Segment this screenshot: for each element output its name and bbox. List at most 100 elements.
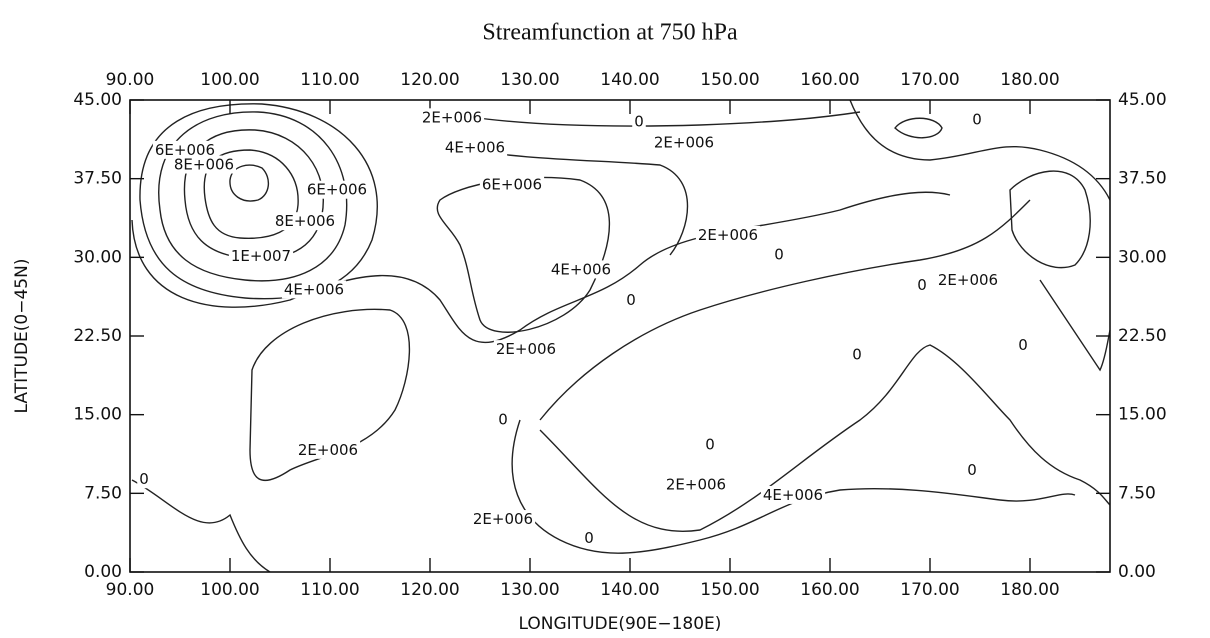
contour-label-bg bbox=[760, 485, 826, 504]
contour-label-bg bbox=[632, 112, 646, 131]
contour-label-bg bbox=[281, 280, 347, 299]
y-tick-label-right: 45.00 bbox=[1118, 90, 1167, 110]
x-tick-label: 160.00 bbox=[800, 580, 859, 600]
contour-label: 2E+006 bbox=[666, 475, 726, 493]
contour-label-bg bbox=[470, 510, 536, 529]
contour-label: 8E+006 bbox=[174, 156, 234, 174]
contour-line bbox=[849, 99, 1111, 201]
contour-label-bg bbox=[304, 180, 370, 199]
contour-label: 8E+006 bbox=[275, 212, 335, 230]
contour-label-bg bbox=[272, 212, 338, 231]
contour-label: 4E+006 bbox=[445, 139, 505, 157]
contour-line bbox=[539, 344, 1111, 532]
y-tick-label: 7.50 bbox=[84, 483, 122, 503]
contour-line bbox=[894, 117, 943, 139]
contour-label-bg bbox=[228, 246, 294, 265]
contour-label: 2E+006 bbox=[496, 340, 556, 358]
x-tick-label: 150.00 bbox=[700, 580, 759, 600]
contour-label-bg bbox=[295, 440, 361, 459]
y-tick-label-right: 22.50 bbox=[1118, 326, 1167, 346]
contour-line bbox=[139, 103, 378, 300]
x-tick-label-top: 180.00 bbox=[1000, 70, 1059, 90]
x-tick-label: 140.00 bbox=[600, 580, 659, 600]
contour-label: 0 bbox=[584, 529, 594, 547]
contour-label-bg bbox=[496, 410, 510, 429]
x-tick-label-top: 140.00 bbox=[600, 70, 659, 90]
x-tick-label-top: 110.00 bbox=[300, 70, 359, 90]
contour-label-bg bbox=[651, 133, 717, 152]
contour-label: 6E+006 bbox=[307, 181, 367, 199]
contour-line bbox=[249, 308, 411, 482]
contour-label-bg bbox=[695, 225, 761, 244]
contour-label: 0 bbox=[626, 291, 636, 309]
contour-label: 0 bbox=[1018, 336, 1028, 354]
y-tick-label-right: 15.00 bbox=[1118, 405, 1167, 425]
contour-label-bg bbox=[152, 140, 218, 159]
x-tick-label-top: 170.00 bbox=[900, 70, 959, 90]
y-tick-label: 30.00 bbox=[73, 247, 122, 267]
contour-label: 1E+007 bbox=[231, 247, 291, 265]
y-tick-label: 22.50 bbox=[73, 326, 122, 346]
contour-label: 2E+006 bbox=[422, 108, 482, 126]
contour-line bbox=[429, 109, 861, 127]
contour-label: 6E+006 bbox=[155, 141, 215, 159]
y-tick-label-right: 37.50 bbox=[1118, 169, 1167, 189]
contour-label: 0 bbox=[705, 436, 715, 454]
contour-line bbox=[1039, 279, 1111, 372]
contour-label-bg bbox=[624, 290, 638, 309]
contour-label-bg bbox=[582, 528, 596, 547]
contour-label-bg bbox=[1016, 335, 1030, 354]
contour-label: 2E+006 bbox=[698, 226, 758, 244]
contour-label-bg bbox=[442, 138, 508, 157]
y-tick-label: 0.00 bbox=[84, 562, 122, 582]
contour-label-bg bbox=[703, 435, 717, 454]
contour-label-bg bbox=[419, 108, 485, 127]
chart-title: Streamfunction at 750 hPa bbox=[482, 20, 738, 46]
y-tick-label-right: 0.00 bbox=[1118, 562, 1156, 582]
contour-label: 0 bbox=[774, 246, 784, 264]
contour-label: 4E+006 bbox=[763, 486, 823, 504]
contour-label: 0 bbox=[967, 461, 977, 479]
contour-line bbox=[1009, 170, 1091, 269]
contour-label: 0 bbox=[972, 110, 982, 128]
contour-line bbox=[203, 149, 299, 239]
x-tick-label: 120.00 bbox=[400, 580, 459, 600]
contour-label-bg bbox=[915, 276, 929, 295]
x-tick-label: 110.00 bbox=[300, 580, 359, 600]
contour-label-bg bbox=[935, 270, 1001, 289]
contour-line bbox=[459, 147, 689, 256]
contour-label-bg bbox=[772, 245, 786, 264]
contour-label: 0 bbox=[852, 345, 862, 363]
x-tick-label-top: 160.00 bbox=[800, 70, 859, 90]
contour-line bbox=[436, 176, 611, 333]
contour-label-bg bbox=[548, 260, 614, 279]
y-tick-label: 15.00 bbox=[73, 405, 122, 425]
contour-line bbox=[511, 419, 1076, 554]
y-tick-label-right: 30.00 bbox=[1118, 247, 1167, 267]
y-tick-label-right: 7.50 bbox=[1118, 483, 1156, 503]
contour-label-bg bbox=[663, 475, 729, 494]
contour-label-bg bbox=[479, 175, 545, 194]
x-tick-label: 90.00 bbox=[106, 580, 155, 600]
x-tick-label: 180.00 bbox=[1000, 580, 1059, 600]
x-tick-label-top: 100.00 bbox=[200, 70, 259, 90]
x-tick-label-top: 150.00 bbox=[700, 70, 759, 90]
contour-label: 2E+006 bbox=[473, 510, 533, 528]
x-tick-label: 100.00 bbox=[200, 580, 259, 600]
y-axis-label: LATITUDE(0−45N) bbox=[12, 259, 32, 414]
contour-line bbox=[158, 111, 348, 282]
contour-label: 2E+006 bbox=[298, 441, 358, 459]
x-tick-label: 130.00 bbox=[500, 580, 559, 600]
contour-line bbox=[131, 479, 271, 573]
y-tick-label: 45.00 bbox=[73, 90, 122, 110]
x-axis-label: LONGITUDE(90E−180E) bbox=[519, 614, 722, 634]
contour-label: 0 bbox=[498, 410, 508, 428]
contour-line bbox=[229, 164, 269, 202]
plot-frame bbox=[129, 99, 1111, 573]
contour-label: 4E+006 bbox=[551, 260, 611, 278]
contour-line bbox=[131, 191, 951, 343]
contour-label: 6E+006 bbox=[482, 175, 542, 193]
x-tick-label-top: 90.00 bbox=[106, 70, 155, 90]
contour-line bbox=[539, 199, 1031, 421]
